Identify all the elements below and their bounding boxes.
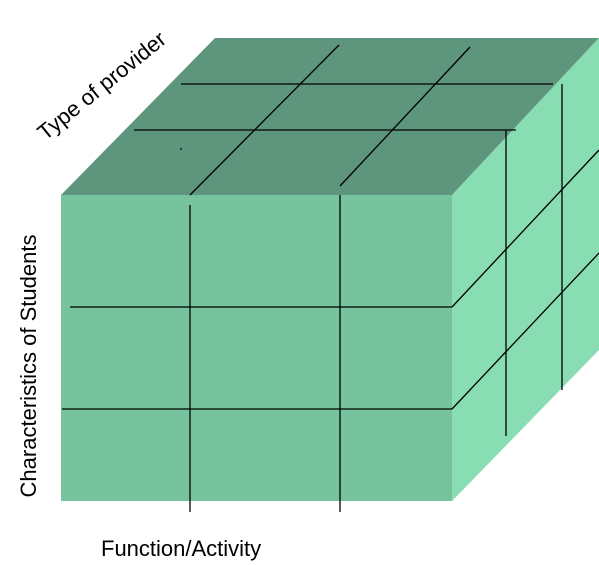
y-axis-label: Characteristics of Students xyxy=(16,234,41,498)
front-face-grid xyxy=(62,195,452,512)
right-face-grid xyxy=(451,84,599,436)
right-diagonal-line-1 xyxy=(451,149,599,308)
top-face-grid xyxy=(134,44,553,196)
cube-front-face xyxy=(61,195,452,501)
top-face-dot xyxy=(180,148,182,150)
x-axis-label: Function/Activity xyxy=(101,536,262,561)
cube-top-face xyxy=(61,38,599,195)
right-diagonal-line-2 xyxy=(451,252,599,410)
top-depth-line-2 xyxy=(339,46,471,187)
top-depth-line-1 xyxy=(189,44,340,196)
